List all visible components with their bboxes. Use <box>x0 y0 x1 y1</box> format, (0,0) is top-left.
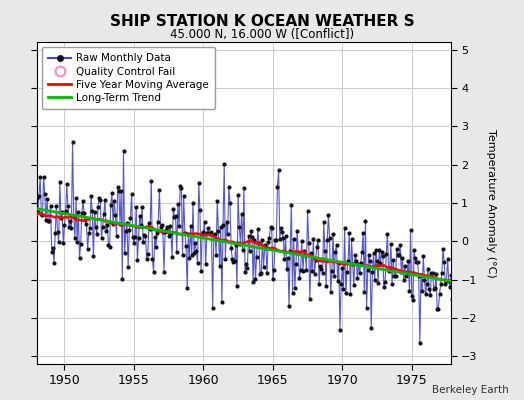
Legend: Raw Monthly Data, Quality Control Fail, Five Year Moving Average, Long-Term Tren: Raw Monthly Data, Quality Control Fail, … <box>42 47 215 109</box>
Text: Berkeley Earth: Berkeley Earth <box>432 385 508 395</box>
Y-axis label: Temperature Anomaly (°C): Temperature Anomaly (°C) <box>486 129 496 277</box>
Text: SHIP STATION K OCEAN WEATHER S: SHIP STATION K OCEAN WEATHER S <box>110 14 414 29</box>
Text: 45.000 N, 16.000 W ([Conflict]): 45.000 N, 16.000 W ([Conflict]) <box>170 28 354 41</box>
